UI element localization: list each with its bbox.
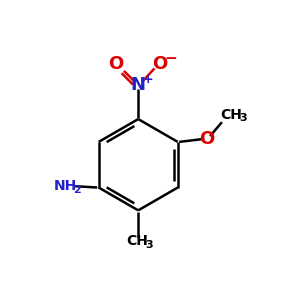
Text: −: − bbox=[164, 52, 177, 67]
Text: O: O bbox=[152, 55, 167, 73]
Text: O: O bbox=[108, 55, 124, 73]
Text: 3: 3 bbox=[240, 113, 247, 123]
Text: CH: CH bbox=[220, 107, 242, 122]
Text: NH: NH bbox=[54, 179, 77, 193]
Text: N: N bbox=[131, 76, 146, 94]
Text: CH: CH bbox=[126, 234, 148, 248]
Text: 2: 2 bbox=[74, 185, 81, 195]
Text: O: O bbox=[200, 130, 215, 148]
Text: +: + bbox=[142, 74, 153, 86]
Text: 3: 3 bbox=[145, 240, 153, 250]
